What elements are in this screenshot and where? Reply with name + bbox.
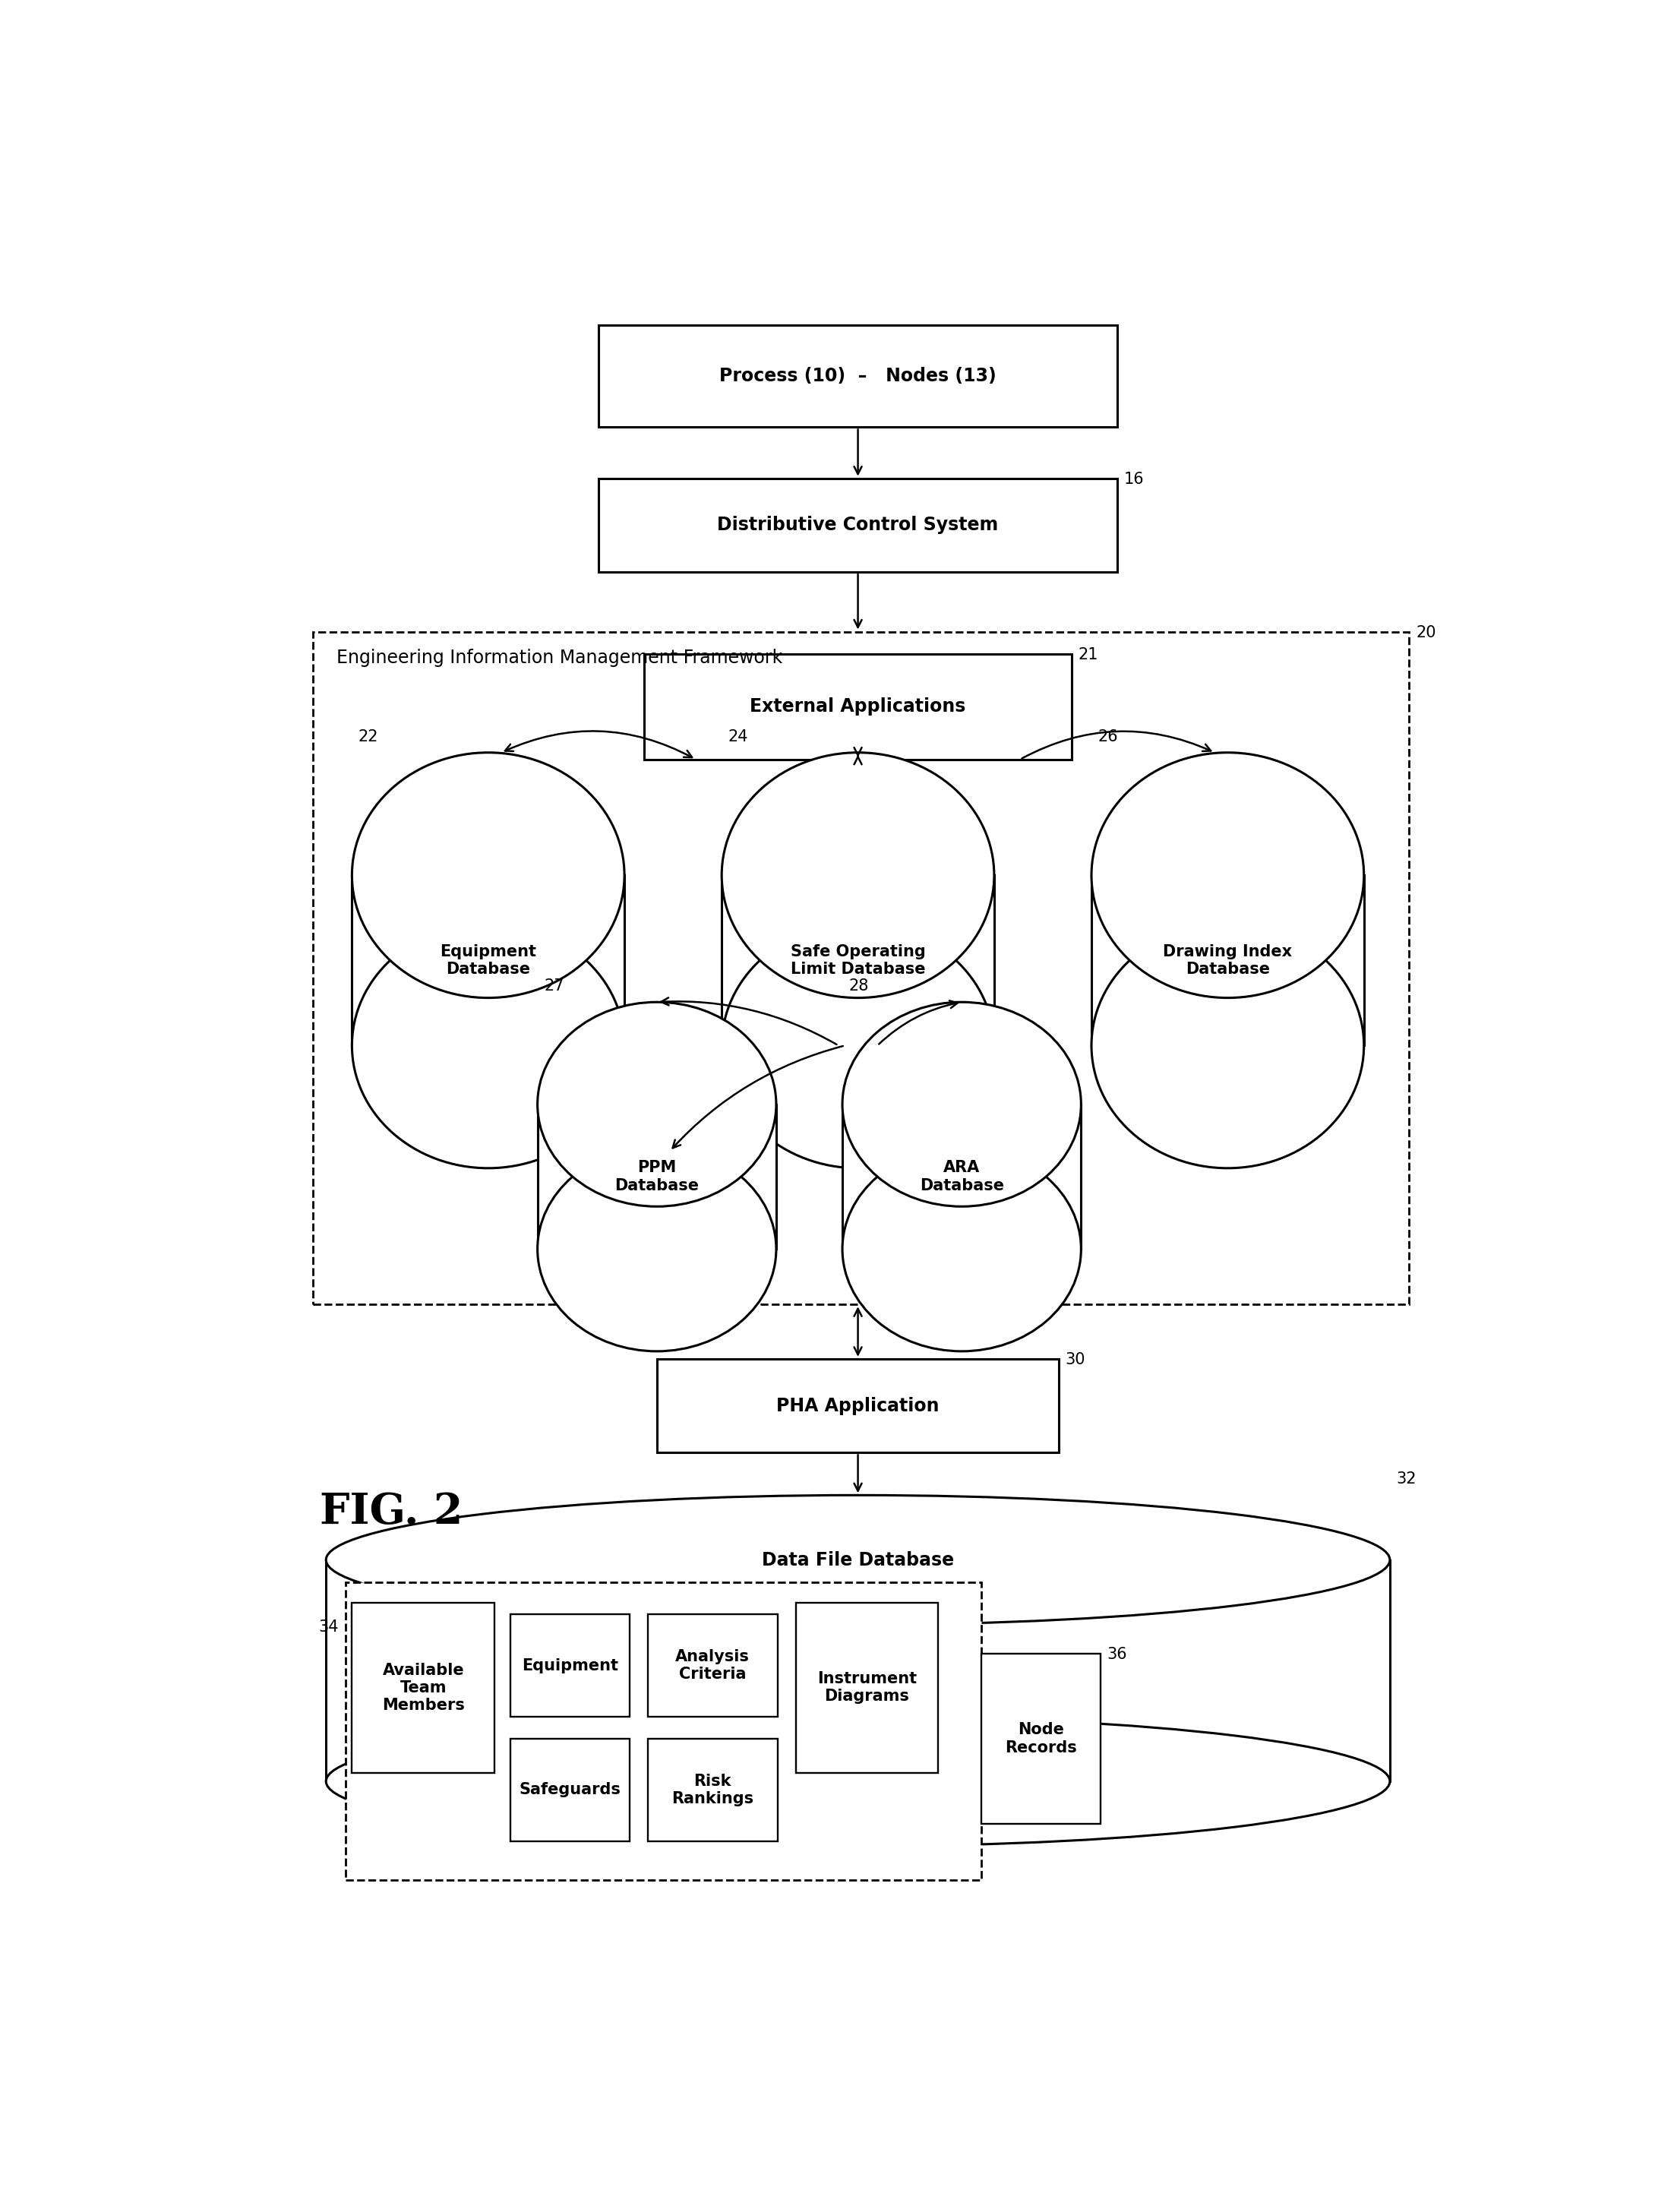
Ellipse shape (537, 1002, 777, 1206)
Ellipse shape (326, 1495, 1389, 1624)
Ellipse shape (842, 1002, 1081, 1206)
Text: Equipment
Database: Equipment Database (440, 945, 536, 978)
Text: Risk
Rankings: Risk Rankings (671, 1774, 753, 1807)
Text: Equipment: Equipment (522, 1659, 618, 1672)
FancyBboxPatch shape (326, 1559, 1389, 1781)
Ellipse shape (721, 752, 994, 998)
Text: PHA Application: PHA Application (777, 1396, 939, 1416)
FancyBboxPatch shape (537, 1104, 777, 1250)
Text: PPM
Database: PPM Database (614, 1161, 700, 1192)
FancyBboxPatch shape (511, 1739, 629, 1840)
FancyBboxPatch shape (511, 1615, 629, 1717)
FancyBboxPatch shape (648, 1739, 777, 1840)
Text: 20: 20 (1416, 626, 1436, 639)
FancyBboxPatch shape (599, 478, 1118, 573)
Ellipse shape (326, 1717, 1389, 1847)
Text: 28: 28 (849, 978, 869, 993)
Text: Node
Records: Node Records (1004, 1723, 1076, 1754)
Ellipse shape (352, 752, 624, 998)
FancyBboxPatch shape (313, 633, 1410, 1305)
Text: 24: 24 (728, 730, 748, 743)
Text: ARA
Database: ARA Database (919, 1161, 1004, 1192)
Text: Data File Database: Data File Database (762, 1551, 954, 1568)
Text: Distributive Control System: Distributive Control System (718, 515, 998, 535)
FancyBboxPatch shape (648, 1615, 777, 1717)
Text: Available
Team
Members: Available Team Members (382, 1663, 465, 1712)
Text: Drawing Index
Database: Drawing Index Database (1163, 945, 1292, 978)
FancyBboxPatch shape (352, 876, 624, 1046)
FancyBboxPatch shape (721, 876, 994, 1046)
FancyBboxPatch shape (795, 1601, 939, 1772)
Text: Process (10)  –   Nodes (13): Process (10) – Nodes (13) (720, 367, 996, 385)
Ellipse shape (1091, 752, 1364, 998)
Ellipse shape (537, 1146, 777, 1352)
Text: 21: 21 (1078, 648, 1098, 661)
Text: 36: 36 (1107, 1648, 1127, 1661)
Text: Instrument
Diagrams: Instrument Diagrams (817, 1672, 917, 1703)
FancyBboxPatch shape (842, 1104, 1081, 1250)
FancyBboxPatch shape (345, 1582, 981, 1880)
FancyBboxPatch shape (981, 1655, 1100, 1825)
Text: 34: 34 (318, 1619, 338, 1635)
Text: FIG. 2: FIG. 2 (320, 1491, 462, 1533)
Text: 30: 30 (1066, 1352, 1086, 1367)
Text: 27: 27 (544, 978, 564, 993)
Text: Safe Operating
Limit Database: Safe Operating Limit Database (790, 945, 926, 978)
FancyBboxPatch shape (599, 325, 1118, 427)
Text: Analysis
Criteria: Analysis Criteria (675, 1650, 750, 1681)
FancyBboxPatch shape (656, 1358, 1060, 1453)
Text: External Applications: External Applications (750, 697, 966, 717)
Text: 16: 16 (1123, 471, 1143, 487)
FancyBboxPatch shape (1091, 876, 1364, 1046)
Text: Safeguards: Safeguards (519, 1783, 621, 1798)
Text: 22: 22 (358, 730, 378, 743)
Text: 32: 32 (1396, 1471, 1416, 1486)
Text: Engineering Information Management Framework: Engineering Information Management Frame… (336, 648, 782, 666)
Ellipse shape (842, 1146, 1081, 1352)
Ellipse shape (721, 922, 994, 1168)
Ellipse shape (352, 922, 624, 1168)
FancyBboxPatch shape (352, 1601, 496, 1772)
Text: 26: 26 (1098, 730, 1118, 743)
FancyBboxPatch shape (644, 655, 1071, 759)
Ellipse shape (1091, 922, 1364, 1168)
